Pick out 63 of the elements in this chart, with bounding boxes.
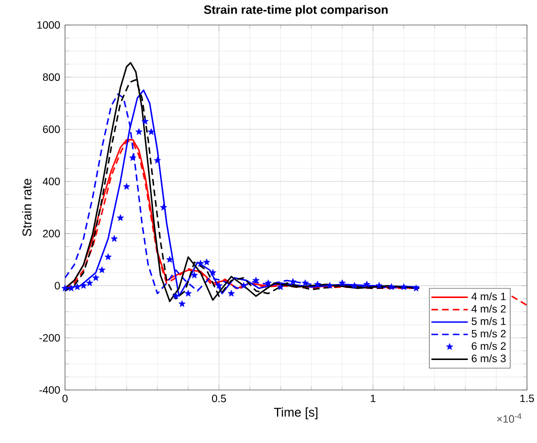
point [74, 283, 81, 290]
point [86, 279, 94, 286]
point [104, 253, 112, 260]
legend-label: 5 m/s 2 [472, 330, 506, 338]
point [302, 279, 309, 286]
point [98, 266, 106, 274]
point [110, 235, 118, 242]
point [376, 282, 383, 289]
point [129, 154, 136, 161]
y-tick-label: 1000 [37, 21, 60, 29]
y-tick-label: 600 [43, 126, 60, 134]
point [92, 274, 100, 281]
point [184, 290, 192, 297]
y-tick-label: 200 [43, 230, 60, 238]
chart-title: Strain rate-time plot comparison [204, 5, 388, 16]
y-tick-label: 0 [54, 282, 60, 290]
point [351, 282, 358, 289]
point [142, 118, 149, 124]
y-axis-title: Strain rate [22, 178, 32, 236]
point [252, 276, 260, 284]
point [68, 284, 75, 292]
point [412, 284, 420, 292]
x-tick-label: 1.5 [520, 394, 534, 402]
point [240, 282, 248, 289]
point [209, 269, 216, 276]
point [338, 279, 346, 286]
x-tick-label: 0 [62, 394, 68, 402]
point [216, 282, 222, 289]
legend-label: 4 m/s 2 [471, 304, 506, 313]
point [154, 156, 161, 164]
point [363, 280, 370, 288]
point [326, 282, 334, 289]
x-axis-title: Time [s] [274, 407, 318, 420]
point [289, 278, 296, 285]
point [62, 284, 68, 292]
point [80, 282, 87, 289]
y-tick-label: 400 [42, 178, 60, 186]
point [400, 283, 408, 290]
point [178, 300, 186, 307]
point [160, 204, 168, 210]
y-tick-label: 800 [42, 73, 60, 81]
point [314, 280, 322, 288]
legend-label: 4 m/s 1 [471, 292, 506, 300]
legend-label: 6 m/s 3 [472, 354, 506, 362]
point [388, 283, 395, 290]
y-tick-label: -200 [39, 334, 60, 342]
y-tick-label: -400 [39, 386, 60, 394]
point [148, 128, 155, 135]
point [135, 128, 142, 135]
point [264, 279, 272, 286]
text: ×10$^{-4}$ [497, 413, 522, 423]
x-tick-label: 1 [370, 394, 376, 402]
point [277, 283, 284, 290]
point [190, 272, 198, 278]
legend-label: 6 m/s 2 [472, 342, 506, 350]
x-tick-label: 0.5 [212, 394, 226, 402]
point [172, 292, 180, 300]
point [116, 214, 124, 221]
point [228, 290, 235, 297]
point [123, 182, 130, 190]
point [203, 258, 210, 266]
legend-label: 5 m/s 1 [472, 317, 506, 326]
point [197, 260, 204, 267]
